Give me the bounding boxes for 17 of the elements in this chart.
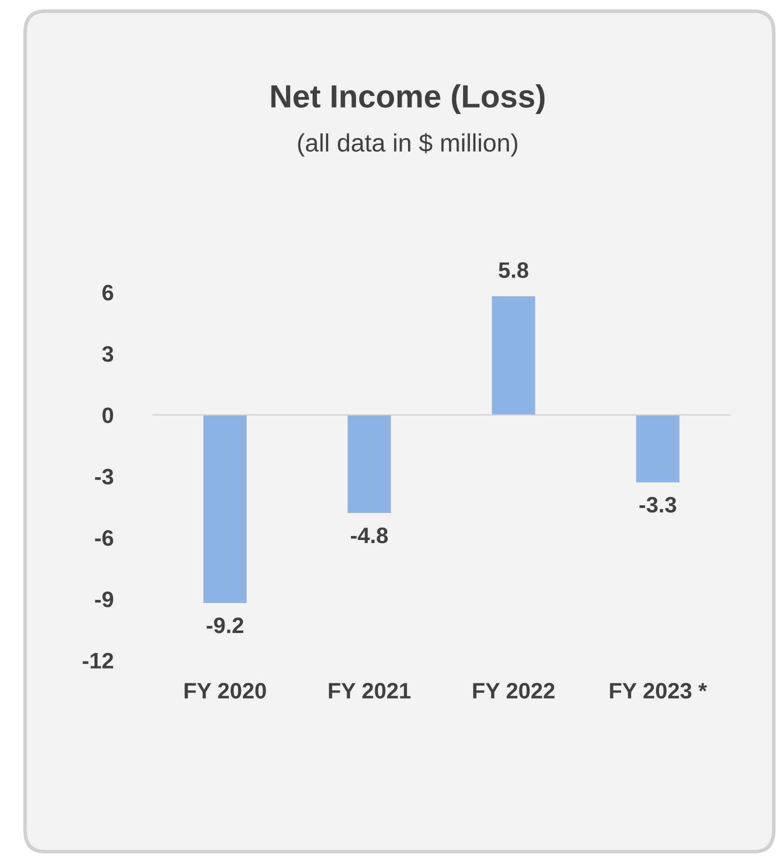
- chart-subtitle: (all data in $ million): [298, 132, 518, 157]
- x-tick-label: FY 2023 *: [610, 682, 707, 699]
- x-tick-label: FY 2021: [328, 682, 410, 699]
- y-tick-label: -6: [95, 530, 114, 546]
- y-tick-label: -12: [82, 652, 114, 668]
- y-tick-label: 0: [102, 407, 114, 424]
- y-tick-label: 3: [102, 346, 114, 362]
- data-label: -4.8: [350, 528, 388, 544]
- x-tick-label: FY 2022: [473, 682, 554, 699]
- data-label: 5.8: [498, 262, 528, 278]
- y-tick-label: -9: [95, 591, 114, 608]
- x-tick-label: FY 2020: [184, 682, 266, 699]
- data-label: -9.2: [206, 618, 244, 634]
- chart-title: Net Income (Loss): [271, 84, 545, 114]
- data-label: -3.3: [640, 496, 676, 513]
- y-tick-label: 6: [102, 284, 114, 300]
- y-tick-label: -3: [95, 468, 114, 485]
